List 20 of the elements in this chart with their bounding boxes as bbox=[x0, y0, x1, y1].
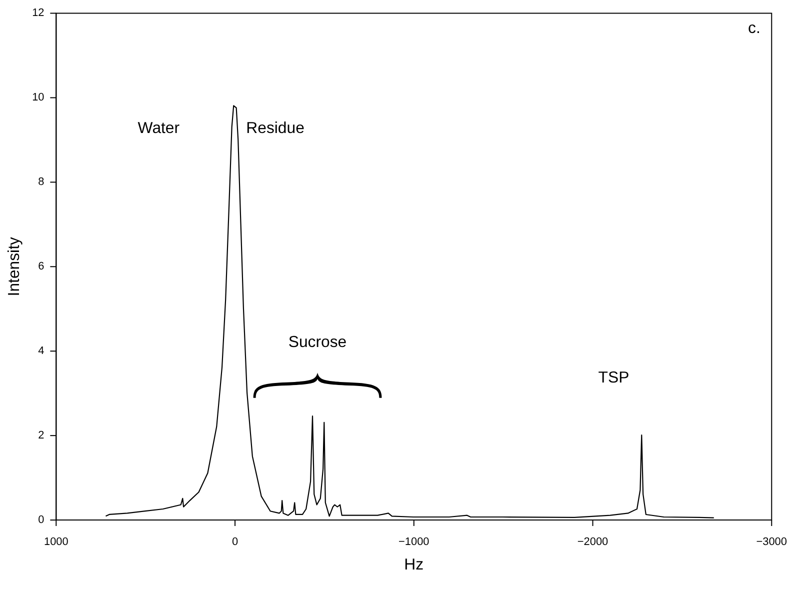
annotation: Sucrose bbox=[288, 334, 347, 352]
y-tick-label: 0 bbox=[38, 514, 44, 526]
y-tick-label: 6 bbox=[38, 260, 44, 273]
y-tick-label: 8 bbox=[38, 176, 44, 188]
x-tick-label: −2000 bbox=[577, 536, 608, 548]
y-tick-label: 12 bbox=[32, 7, 44, 20]
x-tick-label: 0 bbox=[232, 536, 238, 548]
y-tick-label: 4 bbox=[38, 345, 44, 358]
annotation: TSP bbox=[598, 370, 630, 387]
annotation: Water bbox=[138, 120, 180, 137]
y-tick-label: 2 bbox=[38, 430, 44, 442]
annotation: c. bbox=[748, 20, 760, 37]
x-tick-label: −3000 bbox=[756, 536, 787, 548]
annotation: Residue bbox=[246, 120, 305, 137]
line-series bbox=[105, 105, 714, 518]
y-axis-title: Intensity bbox=[6, 237, 24, 296]
x-tick-label: 1000 bbox=[44, 536, 68, 548]
x-axis-title: Hz bbox=[404, 556, 424, 574]
y-tick-label: 10 bbox=[32, 92, 44, 104]
x-tick-label: −1000 bbox=[398, 536, 430, 548]
